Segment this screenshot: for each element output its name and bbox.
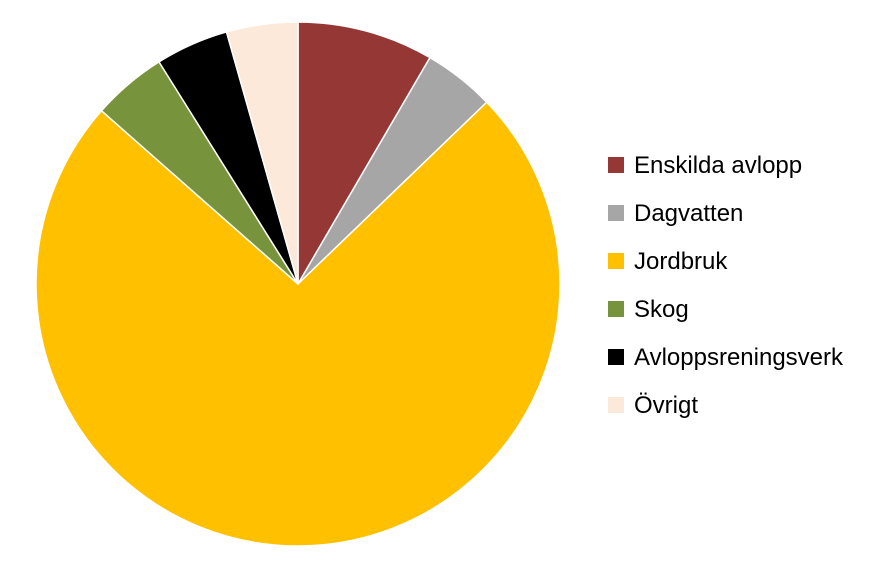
legend-swatch: [608, 301, 624, 317]
legend-item-avloppsreningsverk: Avloppsreningsverk: [608, 344, 844, 371]
legend-label: Dagvatten: [634, 200, 743, 227]
legend-label: Jordbruk: [634, 248, 728, 275]
pie-slices: [35, 21, 561, 547]
legend-label: Skog: [634, 296, 689, 323]
pie-slice-enskilda-avlopp: [297, 21, 431, 285]
legend-swatch: [608, 397, 624, 413]
legend-swatch: [608, 157, 624, 173]
legend-label: Avloppsreningsverk: [634, 344, 844, 371]
legend-item-jordbruk: Jordbruk: [608, 248, 728, 275]
legend-item-dagvatten: Dagvatten: [608, 200, 743, 227]
legend-item-enskilda-avlopp: Enskilda avlopp: [608, 152, 802, 179]
legend-item-skog: Skog: [608, 296, 689, 323]
legend-label: Övrigt: [634, 392, 698, 419]
legend-swatch: [608, 349, 624, 365]
chart-legend: Enskilda avlopp Dagvatten Jordbruk Skog Avlo…: [608, 152, 844, 419]
pie-slice-jordbruk: [35, 101, 561, 547]
pie-slice-ovrigt: [225, 21, 299, 285]
legend-item-ovrigt: Övrigt: [608, 392, 698, 419]
legend-swatch: [608, 205, 624, 221]
legend-label: Enskilda avlopp: [634, 152, 802, 179]
legend-swatch: [608, 253, 624, 269]
